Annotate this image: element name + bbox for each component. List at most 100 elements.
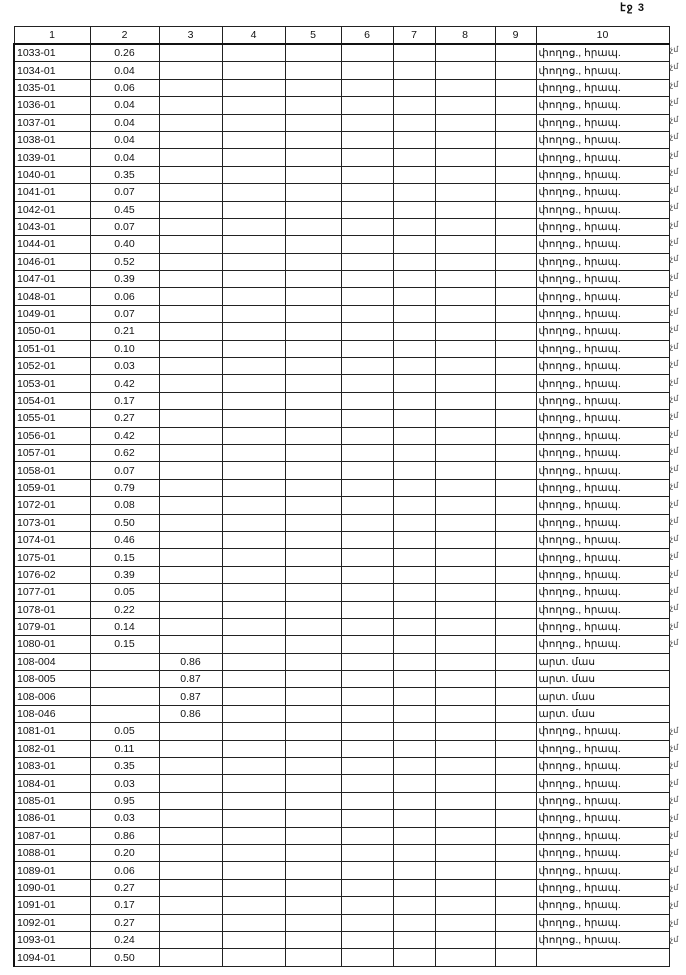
column-4-cell [221, 130, 286, 150]
column-9-cell [494, 617, 537, 637]
land-use-cell: փողոց., հրապ. [535, 583, 670, 602]
column-9-cell [494, 217, 537, 237]
column-5-cell [284, 948, 342, 967]
land-use-cell: փողոց., հրապ. [535, 478, 670, 498]
table-row: 108-046 0.86 արտ. մաս [13, 704, 670, 724]
land-use-cell: փողոց., հրապ. [535, 304, 670, 324]
column-4-cell [221, 861, 286, 880]
margin-mark: չմ [670, 45, 679, 54]
column-9-cell [494, 757, 537, 776]
table-row: 1073-01 0.50 փողոց., հրապ. [13, 513, 670, 532]
column-3-cell [158, 565, 223, 585]
column-6-cell [340, 635, 394, 654]
column-5-cell [284, 322, 342, 341]
parcel-code-cell: 1052-01 [13, 357, 91, 376]
column-6-cell [340, 304, 394, 324]
margin-mark: չմ [670, 428, 679, 438]
column-header-7: 7 [392, 26, 436, 45]
margin-mark: չմ [670, 62, 679, 72]
column-6-cell [340, 687, 394, 706]
column-9-cell [494, 287, 537, 306]
column-4-cell [221, 739, 286, 759]
land-use-cell: փողոց., հրապ. [535, 148, 670, 167]
column-4-cell [221, 43, 286, 63]
column-5-cell [284, 670, 342, 689]
column-5-cell [284, 165, 342, 185]
land-use-cell: փողոց., հրապ. [535, 252, 670, 272]
column-7-cell [392, 583, 436, 602]
column-7-cell [392, 791, 436, 811]
column-9-cell [494, 774, 537, 793]
column-9-cell [494, 600, 537, 619]
column-2-cell: 0.05 [89, 583, 160, 602]
parcel-code-cell: 1054-01 [13, 391, 91, 411]
column-4-cell [221, 722, 286, 741]
column-9-cell [494, 565, 537, 585]
column-5-cell [284, 461, 342, 480]
column-8-cell [434, 583, 496, 602]
column-2-cell: 0.15 [89, 635, 160, 654]
table-row: 1089-01 0.06 փողոց., հրապ. [13, 861, 670, 880]
column-3-cell [158, 913, 223, 932]
table-row: 1077-01 0.05 փողոց., հրապ. [13, 583, 670, 602]
column-8-cell [434, 896, 496, 915]
column-3-cell [158, 200, 223, 219]
column-5-cell [284, 722, 342, 741]
column-4-cell [221, 322, 286, 341]
column-6-cell [340, 287, 394, 306]
column-4-cell [221, 687, 286, 706]
column-2-cell: 0.50 [89, 513, 160, 532]
column-3-cell: 0.86 [158, 652, 223, 672]
column-4-cell [221, 583, 286, 602]
column-3-cell: 0.87 [158, 687, 223, 706]
parcel-code-cell: 1087-01 [13, 826, 91, 845]
column-8-cell [434, 443, 496, 463]
column-3-cell [158, 130, 223, 150]
parcel-code-cell: 1034-01 [13, 61, 91, 80]
column-7-cell [392, 722, 436, 741]
parcel-code-cell: 1086-01 [13, 809, 91, 828]
column-4-cell [221, 270, 286, 289]
parcel-code-cell: 1058-01 [13, 461, 91, 480]
parcel-code-cell: 1038-01 [13, 130, 91, 150]
land-use-cell: փողոց., հրապ. [535, 391, 670, 411]
margin-mark: չմ [670, 394, 679, 403]
margin-mark: չմ [670, 830, 679, 840]
column-3-cell [158, 513, 223, 532]
column-4-cell [221, 461, 286, 480]
column-2-cell: 0.04 [89, 130, 160, 150]
column-8-cell [434, 600, 496, 619]
column-3-cell [158, 722, 223, 741]
column-6-cell [340, 409, 394, 428]
parcel-code-cell: 1035-01 [13, 78, 91, 98]
margin-mark: չմ [670, 743, 679, 752]
parcel-code-cell: 1041-01 [13, 183, 91, 202]
parcel-code-cell: 1048-01 [13, 287, 91, 306]
column-4-cell [221, 287, 286, 306]
column-4-cell [221, 513, 286, 532]
column-3-cell [158, 530, 223, 550]
parcel-code-cell: 108-004 [13, 652, 91, 672]
column-7-cell [392, 809, 436, 828]
column-header-3: 3 [158, 26, 223, 45]
column-6-cell [340, 113, 394, 132]
column-9-cell [494, 670, 537, 689]
column-6-cell [340, 130, 394, 150]
column-9-cell [494, 165, 537, 185]
land-use-cell: փողոց., հրապ. [535, 200, 670, 219]
column-6-cell [340, 930, 394, 950]
land-use-cell: փողոց., հրապ. [535, 722, 670, 741]
column-8-cell [434, 704, 496, 724]
column-4-cell [221, 757, 286, 776]
column-9-cell [494, 270, 537, 289]
column-7-cell [392, 252, 436, 272]
column-5-cell [284, 183, 342, 202]
parcel-code-cell: 1084-01 [13, 774, 91, 793]
parcel-code-cell: 1080-01 [13, 635, 91, 654]
margin-mark: չմ [670, 289, 679, 299]
column-8-cell [434, 426, 496, 445]
column-3-cell [158, 739, 223, 759]
parcel-code-cell: 1040-01 [13, 165, 91, 185]
parcel-code-cell: 1039-01 [13, 148, 91, 167]
column-4-cell [221, 357, 286, 376]
